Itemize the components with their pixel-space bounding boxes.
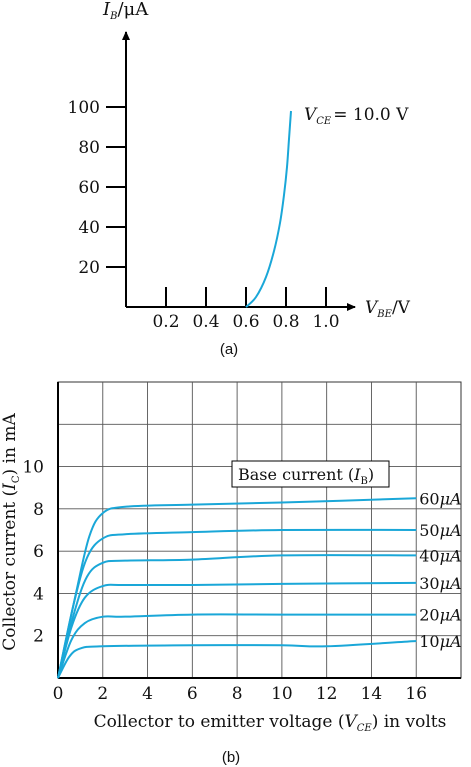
chart-b-series-label-10ua: 10μA xyxy=(419,632,461,651)
chart-a-x-tick-label: 1.0 xyxy=(312,312,339,332)
chart-b-x-tick-label: 10 xyxy=(271,684,293,704)
chart-a-x-tick-label: 0.6 xyxy=(232,312,259,332)
chart-a-y-tick-label: 40 xyxy=(78,218,100,238)
chart-b-series-40ua-line xyxy=(57,554,417,679)
chart-b-y-tick-label: 8 xyxy=(33,500,44,520)
chart-b-y-axis-label: Collector current (IC) in mA xyxy=(0,413,22,651)
chart-a: 0.2 0.4 0.6 0.8 1.0 20 40 60 80 100 IB/μA VBE/V V… xyxy=(68,0,411,358)
chart-b-series-label-20ua: 20μA xyxy=(419,606,461,625)
chart-a-y-tick-label: 100 xyxy=(68,98,100,118)
chart-b: 0 2 4 6 8 10 12 14 16 2 4 6 8 10 60μA 50μA 40μA 30μA 20μA… xyxy=(0,381,462,766)
chart-b-x-tick-label: 8 xyxy=(232,684,243,704)
chart-b-x-tick-label: 16 xyxy=(405,684,427,704)
chart-b-y-tick-label: 6 xyxy=(33,542,44,562)
chart-b-tick-labels: 0 2 4 6 8 10 12 14 16 2 4 6 8 10 xyxy=(22,458,427,704)
chart-a-x-tick-label: 0.4 xyxy=(192,312,219,332)
chart-a-y-tick-label: 60 xyxy=(78,178,100,198)
chart-a-x-axis-label: VBE/V xyxy=(365,298,411,320)
svg-text:Base current (IB): Base current (IB) xyxy=(238,465,374,487)
chart-b-x-tick-label: 14 xyxy=(361,684,383,704)
chart-b-x-axis-label: Collector to emitter voltage (VCE) in vo… xyxy=(94,712,447,734)
chart-b-x-tick-label: 2 xyxy=(97,684,108,704)
chart-b-y-tick-label: 2 xyxy=(33,627,44,647)
chart-b-series-label-50ua: 50μA xyxy=(419,521,461,540)
chart-a-tick-labels: 0.2 0.4 0.6 0.8 1.0 20 40 60 80 100 xyxy=(68,98,340,332)
chart-b-series-label-60ua: 60μA xyxy=(419,489,461,508)
chart-b-series-labels: 60μA 50μA 40μA 30μA 20μA 10μA xyxy=(419,489,461,651)
chart-b-series-label-30ua: 30μA xyxy=(419,574,461,593)
chart-b-x-tick-label: 4 xyxy=(142,684,153,704)
chart-b-y-tick-label: 10 xyxy=(22,458,44,478)
chart-b-curves xyxy=(57,497,417,679)
chart-a-y-axis-label: IB/μA xyxy=(102,0,149,22)
chart-a-x-tick-label: 0.2 xyxy=(152,312,179,332)
chart-b-series-30ua-line xyxy=(57,581,417,679)
chart-b-series-20ua-line xyxy=(57,613,417,679)
chart-b-caption: (b) xyxy=(222,749,240,766)
chart-b-series-label-40ua: 40μA xyxy=(419,546,461,565)
chart-b-x-tick-label: 0 xyxy=(53,684,64,704)
chart-b-series-10ua-line xyxy=(57,640,417,679)
chart-b-legend-title: Base current (IB) xyxy=(231,460,390,488)
chart-b-y-tick-label: 4 xyxy=(33,584,44,604)
chart-a-y-tick-label: 80 xyxy=(78,138,100,158)
chart-a-caption: (a) xyxy=(220,341,238,358)
chart-a-ticks xyxy=(106,106,327,307)
chart-a-vce-annotation: VCE = 10.0 V xyxy=(304,105,409,127)
chart-a-y-tick-label: 20 xyxy=(78,258,100,278)
chart-b-grid xyxy=(57,381,462,679)
chart-a-x-tick-label: 0.8 xyxy=(272,312,299,332)
chart-b-series-50ua-line xyxy=(57,528,417,679)
chart-a-ib-vbe-curve xyxy=(245,110,292,308)
chart-b-x-tick-label: 12 xyxy=(316,684,338,704)
chart-b-x-tick-label: 6 xyxy=(187,684,198,704)
